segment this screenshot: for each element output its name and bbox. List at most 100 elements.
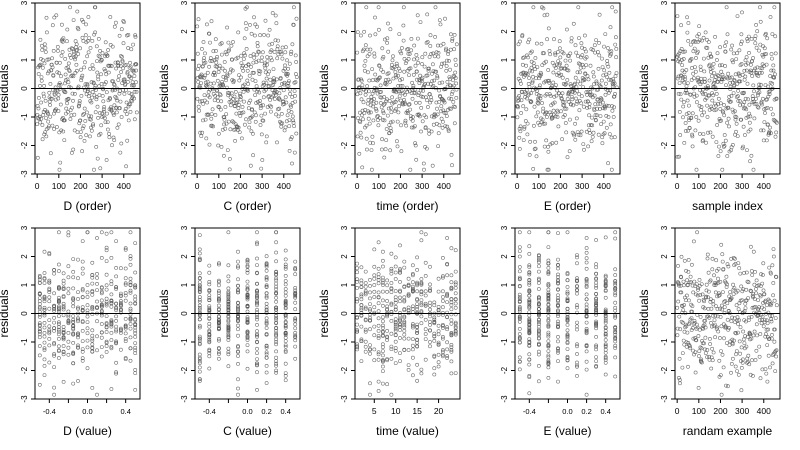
data-point	[537, 317, 541, 322]
data-point	[398, 288, 402, 293]
data-point	[212, 58, 217, 62]
data-point	[359, 313, 364, 318]
data-point	[370, 134, 375, 139]
data-point	[613, 230, 618, 235]
data-point	[594, 280, 599, 285]
data-point	[109, 346, 114, 351]
data-point	[76, 345, 80, 350]
data-point	[380, 319, 385, 324]
data-point	[754, 96, 758, 101]
data-point	[128, 322, 133, 326]
data-point	[393, 264, 398, 269]
data-point	[359, 292, 364, 297]
data-point	[584, 236, 589, 240]
data-point	[264, 370, 269, 375]
data-point	[423, 357, 428, 362]
x-tick-label: 5	[372, 406, 377, 416]
data-point	[47, 295, 52, 300]
data-point	[95, 334, 99, 339]
data-point	[109, 344, 114, 349]
data-point	[95, 271, 99, 276]
data-point	[123, 293, 128, 298]
data-point	[285, 73, 290, 78]
data-point	[117, 74, 121, 79]
data-point	[93, 83, 98, 88]
data-point	[40, 65, 45, 70]
data-point	[603, 279, 608, 284]
data-point	[200, 130, 205, 135]
data-point	[713, 35, 718, 39]
data-point	[708, 62, 712, 67]
data-point	[109, 64, 114, 68]
data-point	[408, 66, 413, 71]
data-point	[423, 125, 428, 130]
data-point	[380, 349, 385, 354]
data-point	[61, 271, 66, 276]
data-point	[250, 70, 255, 75]
data-point	[714, 107, 719, 112]
data-point	[761, 261, 766, 266]
data-point	[689, 328, 694, 332]
data-point	[393, 73, 398, 78]
x-tick-label: 200	[233, 181, 247, 191]
data-point	[65, 39, 69, 44]
data-point	[410, 118, 415, 123]
data-point	[126, 80, 130, 84]
data-point	[57, 348, 61, 353]
data-point	[418, 20, 423, 25]
data-point	[274, 361, 279, 366]
data-point	[772, 5, 777, 10]
data-point	[700, 360, 704, 365]
data-point	[449, 273, 454, 278]
data-point	[731, 292, 736, 297]
data-point	[289, 135, 294, 140]
data-point	[731, 356, 735, 361]
data-point	[517, 94, 522, 98]
data-point	[688, 280, 693, 285]
data-point	[546, 362, 551, 367]
y-tick-label: 2	[340, 254, 349, 259]
data-point	[95, 299, 99, 304]
data-point	[269, 104, 274, 109]
data-point	[215, 55, 220, 59]
data-point	[729, 94, 734, 98]
data-point	[722, 113, 727, 118]
data-point	[751, 249, 756, 254]
data-point	[546, 144, 550, 149]
data-point	[401, 23, 406, 28]
data-point	[389, 129, 394, 134]
data-point	[264, 254, 269, 259]
data-point	[37, 275, 42, 280]
data-point	[99, 82, 104, 86]
data-point	[683, 77, 688, 82]
data-point	[226, 289, 231, 294]
data-point	[596, 132, 601, 137]
data-point	[530, 69, 535, 74]
data-point	[109, 301, 114, 305]
data-point	[52, 392, 57, 397]
data-point	[283, 264, 288, 269]
data-point	[376, 316, 381, 321]
data-point	[546, 294, 551, 299]
data-point	[227, 100, 232, 104]
data-point	[702, 306, 707, 311]
data-point	[517, 299, 522, 304]
data-point	[684, 324, 689, 329]
data-point	[359, 285, 364, 289]
data-point	[772, 339, 777, 344]
data-point	[410, 373, 415, 378]
data-point	[57, 269, 61, 273]
data-point	[697, 32, 701, 37]
data-point	[47, 290, 52, 295]
data-point	[546, 149, 551, 154]
data-point	[379, 67, 384, 72]
data-point	[226, 326, 231, 330]
data-point	[66, 96, 71, 101]
data-point	[752, 89, 756, 94]
data-point	[698, 345, 703, 350]
data-point	[290, 114, 295, 119]
data-point	[131, 42, 136, 47]
data-point	[385, 382, 390, 387]
data-point	[71, 327, 76, 332]
data-point	[217, 63, 222, 68]
